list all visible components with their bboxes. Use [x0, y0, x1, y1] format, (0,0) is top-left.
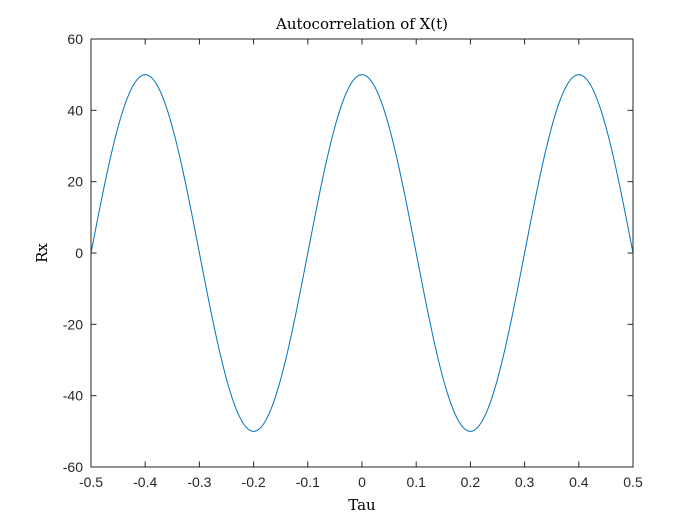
x-tick-label: 0: [358, 474, 366, 490]
x-tick-label: 0.3: [515, 474, 535, 490]
y-tick-label: -40: [63, 388, 83, 404]
x-tick-label: 0.4: [569, 474, 589, 490]
series-line: [90, 74, 634, 432]
y-tick-label: 40: [67, 102, 83, 118]
y-tick-label: 20: [67, 174, 83, 190]
x-tick-label: 0.5: [623, 474, 643, 490]
x-tick-label: -0.1: [296, 474, 320, 490]
axes-box: [90, 38, 634, 468]
y-axis-label: Rx: [33, 243, 51, 263]
x-axis-label: Tau: [348, 496, 376, 514]
y-tick-label: -20: [63, 316, 83, 332]
x-tick-label: -0.3: [187, 474, 211, 490]
x-tick-label: -0.4: [133, 474, 157, 490]
x-tick-label: 0.1: [406, 474, 426, 490]
y-tick-label: 0: [75, 245, 83, 261]
y-tick-label: -60: [63, 459, 83, 475]
ticks-layer: -0.5 -0.4 -0.3 -0.2 -0.1 0 0.1 0.2 0.3 0.4 0.5 -60 -…: [63, 31, 643, 490]
chart-title: Autocorrelation of X(t): [275, 15, 448, 33]
x-tick-label: 0.2: [461, 474, 481, 490]
x-tick-label: -0.2: [242, 474, 266, 490]
x-tick-label: -0.5: [79, 474, 103, 490]
y-tick-label: 60: [67, 31, 83, 47]
